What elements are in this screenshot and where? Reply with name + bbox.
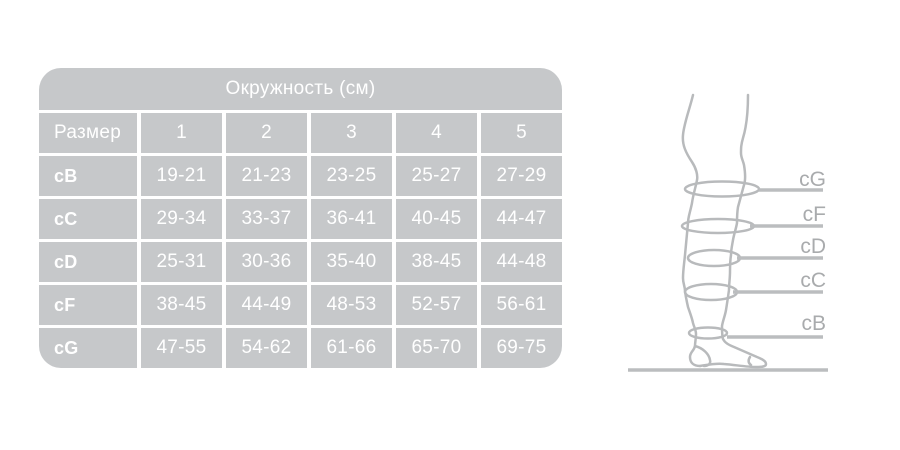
value-cell: 36-41 bbox=[311, 199, 392, 239]
value-cell: 61-66 bbox=[311, 328, 392, 368]
heel-cap-line bbox=[693, 344, 712, 368]
value-cell: 69-75 bbox=[481, 328, 562, 368]
leg-measurement-diagram: cG cF cD cC cB bbox=[628, 93, 828, 372]
value-cell: 56-61 bbox=[481, 285, 562, 325]
value-cell: 40-45 bbox=[396, 199, 477, 239]
table-title: Окружность (см) bbox=[39, 68, 562, 110]
measure-label-cD: cD bbox=[800, 235, 826, 258]
toe-cap-line bbox=[747, 355, 753, 367]
size-table: Окружность (см) Размер 1 2 3 4 5 cB 19-2… bbox=[39, 68, 562, 368]
size-col-header-2: 2 bbox=[226, 113, 307, 153]
row-label-cD: cD bbox=[39, 242, 137, 282]
value-cell: 29-34 bbox=[141, 199, 222, 239]
value-cell: 48-53 bbox=[311, 285, 392, 325]
measure-label-cF: cF bbox=[803, 203, 826, 226]
size-header-cell: Размер bbox=[39, 113, 137, 153]
value-cell: 52-57 bbox=[396, 285, 477, 325]
value-cell: 30-36 bbox=[226, 242, 307, 282]
value-cell: 35-40 bbox=[311, 242, 392, 282]
value-cell: 44-48 bbox=[481, 242, 562, 282]
value-cell: 54-62 bbox=[226, 328, 307, 368]
value-cell: 19-21 bbox=[141, 156, 222, 196]
row-label-cF: cF bbox=[39, 285, 137, 325]
measure-label-cC: cC bbox=[800, 269, 826, 292]
measure-ring-cF bbox=[680, 217, 756, 235]
value-cell: 23-25 bbox=[311, 156, 392, 196]
value-cell: 65-70 bbox=[396, 328, 477, 368]
size-col-header-1: 1 bbox=[141, 113, 222, 153]
row-label-cC: cC bbox=[39, 199, 137, 239]
row-label-cG: cG bbox=[39, 328, 137, 368]
value-cell: 44-47 bbox=[481, 199, 562, 239]
value-cell: 25-27 bbox=[396, 156, 477, 196]
row-label-cB: cB bbox=[39, 156, 137, 196]
measure-label-cB: cB bbox=[801, 312, 826, 335]
value-cell: 38-45 bbox=[141, 285, 222, 325]
value-cell: 47-55 bbox=[141, 328, 222, 368]
measure-ring-cB bbox=[687, 326, 729, 340]
value-cell: 33-37 bbox=[226, 199, 307, 239]
measure-label-cG: cG bbox=[799, 168, 826, 191]
size-col-header-5: 5 bbox=[481, 113, 562, 153]
value-cell: 44-49 bbox=[226, 285, 307, 325]
value-cell: 27-29 bbox=[481, 156, 562, 196]
value-cell: 21-23 bbox=[226, 156, 307, 196]
size-col-header-4: 4 bbox=[396, 113, 477, 153]
leg-outline-front-foot bbox=[698, 93, 768, 369]
size-col-header-3: 3 bbox=[311, 113, 392, 153]
measure-ring-cD bbox=[686, 248, 742, 268]
value-cell: 25-31 bbox=[141, 242, 222, 282]
leg-outline-back bbox=[681, 93, 702, 368]
value-cell: 38-45 bbox=[396, 242, 477, 282]
